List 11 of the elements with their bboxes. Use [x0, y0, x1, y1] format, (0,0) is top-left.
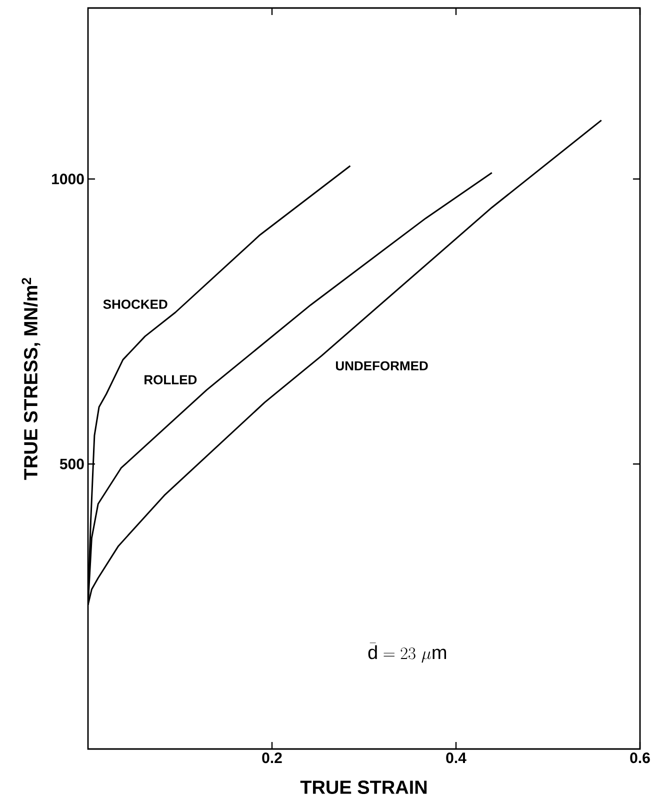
x-tick-label: 0.6 — [630, 752, 650, 764]
x-tick-label: 0.2 — [262, 752, 282, 764]
y-tick-label: 500 — [60, 458, 84, 470]
y-tick-label: 1000 — [52, 174, 84, 184]
y-axis-title: TRUE STRESS, MN/m$^{2}$ — [22, 278, 40, 480]
series-label: UNDEFORMED — [336, 361, 428, 370]
x-tick-label: 0.4 — [446, 752, 466, 764]
annotation: $\bar{\mathrm{d}} = 23\ \mu\mathrm{m}$ — [368, 642, 446, 663]
x-axis-title: TRUE STRAIN — [300, 780, 427, 794]
series-label: ROLLED — [144, 375, 197, 384]
series-label: SHOCKED — [103, 300, 168, 309]
